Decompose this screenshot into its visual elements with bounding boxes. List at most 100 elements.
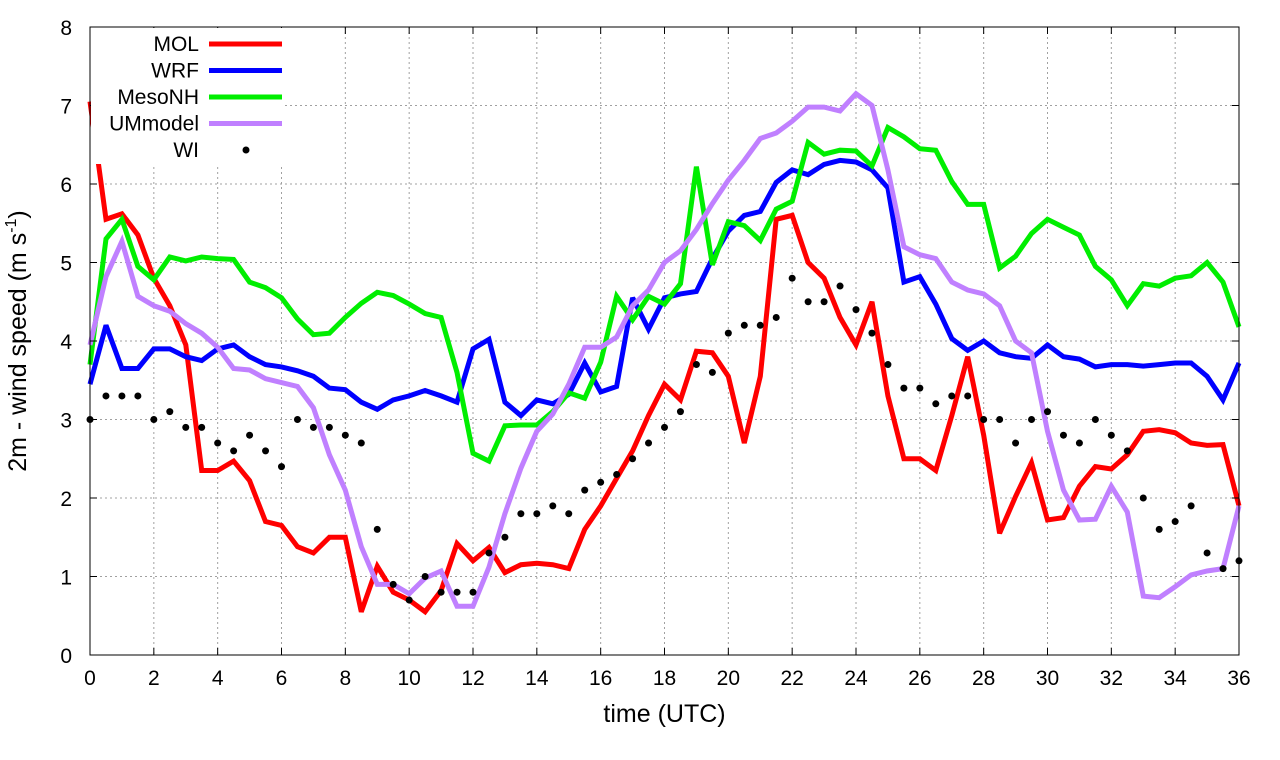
legend: MOL WRF MesoNH UMmodel WI <box>91 28 284 164</box>
x-tick-label: 8 <box>339 667 351 690</box>
y-tick-label: 7 <box>60 96 72 119</box>
data-point-wi <box>230 447 238 455</box>
legend-label-wrf: WRF <box>151 60 199 83</box>
x-axis-title: time (UTC) <box>603 700 725 728</box>
series-wi-points <box>86 274 1243 604</box>
y-tick-label: 3 <box>60 410 72 433</box>
x-tick-label: 36 <box>1227 667 1250 690</box>
data-point-wi <box>501 533 509 541</box>
series-line-wrf <box>87 157 1242 419</box>
data-point-wi <box>724 329 732 337</box>
data-point-wi <box>198 423 206 431</box>
data-point-wi <box>517 510 525 518</box>
data-point-wi <box>788 274 796 282</box>
data-point-wi <box>1028 416 1036 423</box>
data-point-wi <box>916 384 924 392</box>
data-point-wi <box>629 455 637 463</box>
data-point-wi <box>948 392 956 400</box>
data-point-wi <box>884 361 892 369</box>
x-tick-label: 24 <box>844 667 868 690</box>
y-tick-label: 8 <box>60 17 72 40</box>
data-point-wi <box>1123 447 1131 455</box>
y-axis-title-sup: -1 <box>3 218 20 232</box>
data-point-wi <box>708 368 716 376</box>
data-point-wi <box>1203 549 1211 557</box>
data-point-wi <box>932 400 940 408</box>
data-point-wi <box>453 588 461 596</box>
data-point-wi <box>1075 439 1083 447</box>
data-point-wi <box>389 580 397 588</box>
data-point-wi <box>262 447 270 455</box>
y-tick-label: 6 <box>60 174 72 197</box>
x-tick-label: 34 <box>1163 667 1187 690</box>
data-point-wi <box>437 588 445 596</box>
series-line-mol <box>87 101 1242 616</box>
data-point-wi <box>581 486 589 494</box>
x-tick-label: 16 <box>589 667 612 690</box>
data-point-wi <box>740 321 748 329</box>
data-point-wi <box>1139 494 1147 502</box>
data-point-wi <box>804 298 812 306</box>
x-tick-label: 22 <box>780 667 803 690</box>
y-tick-label: 1 <box>60 567 72 590</box>
legend-swatch-wi <box>242 146 250 154</box>
legend-label-ummodel: UMmodel <box>109 113 199 136</box>
y-axis-title-main: 2m - wind speed (m s <box>4 233 32 472</box>
data-point-wi <box>565 510 573 518</box>
y-tick-label: 2 <box>60 488 72 511</box>
data-point-wi <box>1044 408 1051 416</box>
x-tick-label: 10 <box>397 667 420 690</box>
data-point-wi <box>980 416 988 423</box>
x-tick-label: 20 <box>717 667 740 690</box>
y-tick-label: 4 <box>60 331 72 354</box>
data-point-wi <box>150 416 158 423</box>
data-point-wi <box>1091 416 1099 423</box>
x-tick-label: 30 <box>1036 667 1059 690</box>
data-point-wi <box>325 423 333 431</box>
data-point-wi <box>1171 518 1179 526</box>
data-point-wi <box>469 588 477 596</box>
data-point-wi <box>868 329 876 337</box>
data-point-wi <box>645 439 653 447</box>
data-point-wi <box>118 392 126 400</box>
data-point-wi <box>756 321 764 329</box>
data-point-wi <box>964 392 972 400</box>
data-point-wi <box>182 423 190 431</box>
data-point-wi <box>309 423 317 431</box>
data-point-wi <box>852 306 860 314</box>
legend-label-wi: WI <box>173 139 199 162</box>
data-point-wi <box>405 596 413 604</box>
series-lines <box>86 90 1243 616</box>
data-point-wi <box>1107 431 1115 439</box>
data-point-wi <box>1187 502 1195 510</box>
data-point-wi <box>613 470 621 478</box>
data-point-wi <box>1219 565 1227 573</box>
legend-label-mol: MOL <box>153 33 199 56</box>
x-tick-label: 26 <box>908 667 931 690</box>
axis-ticks: 0 2 4 6 8 10 12 14 16 18 20 22 24 26 28 30 32 34 360123456… <box>60 17 1250 690</box>
data-point-wi <box>293 416 301 423</box>
data-point-wi <box>549 502 557 510</box>
data-point-wi <box>772 313 780 321</box>
x-tick-label: 12 <box>461 667 484 690</box>
data-point-wi <box>278 463 285 471</box>
data-point-wi <box>1155 525 1163 533</box>
y-tick-label: 5 <box>60 253 72 276</box>
x-tick-label: 14 <box>525 667 549 690</box>
data-point-wi <box>1059 431 1067 439</box>
y-axis-title-end: ) <box>4 210 32 218</box>
x-tick-label: 6 <box>276 667 288 690</box>
x-tick-label: 18 <box>653 667 676 690</box>
x-tick-label: 2 <box>148 667 160 690</box>
series-line-mesonh <box>87 123 1242 465</box>
data-point-wi <box>836 282 844 290</box>
data-point-wi <box>166 408 174 416</box>
data-point-wi <box>357 439 365 447</box>
series-line-ummodel <box>87 90 1242 609</box>
data-point-wi <box>597 478 605 486</box>
x-tick-label: 4 <box>212 667 224 690</box>
data-point-wi <box>102 392 110 400</box>
x-tick-label: 32 <box>1100 667 1123 690</box>
y-tick-label: 0 <box>60 645 72 668</box>
